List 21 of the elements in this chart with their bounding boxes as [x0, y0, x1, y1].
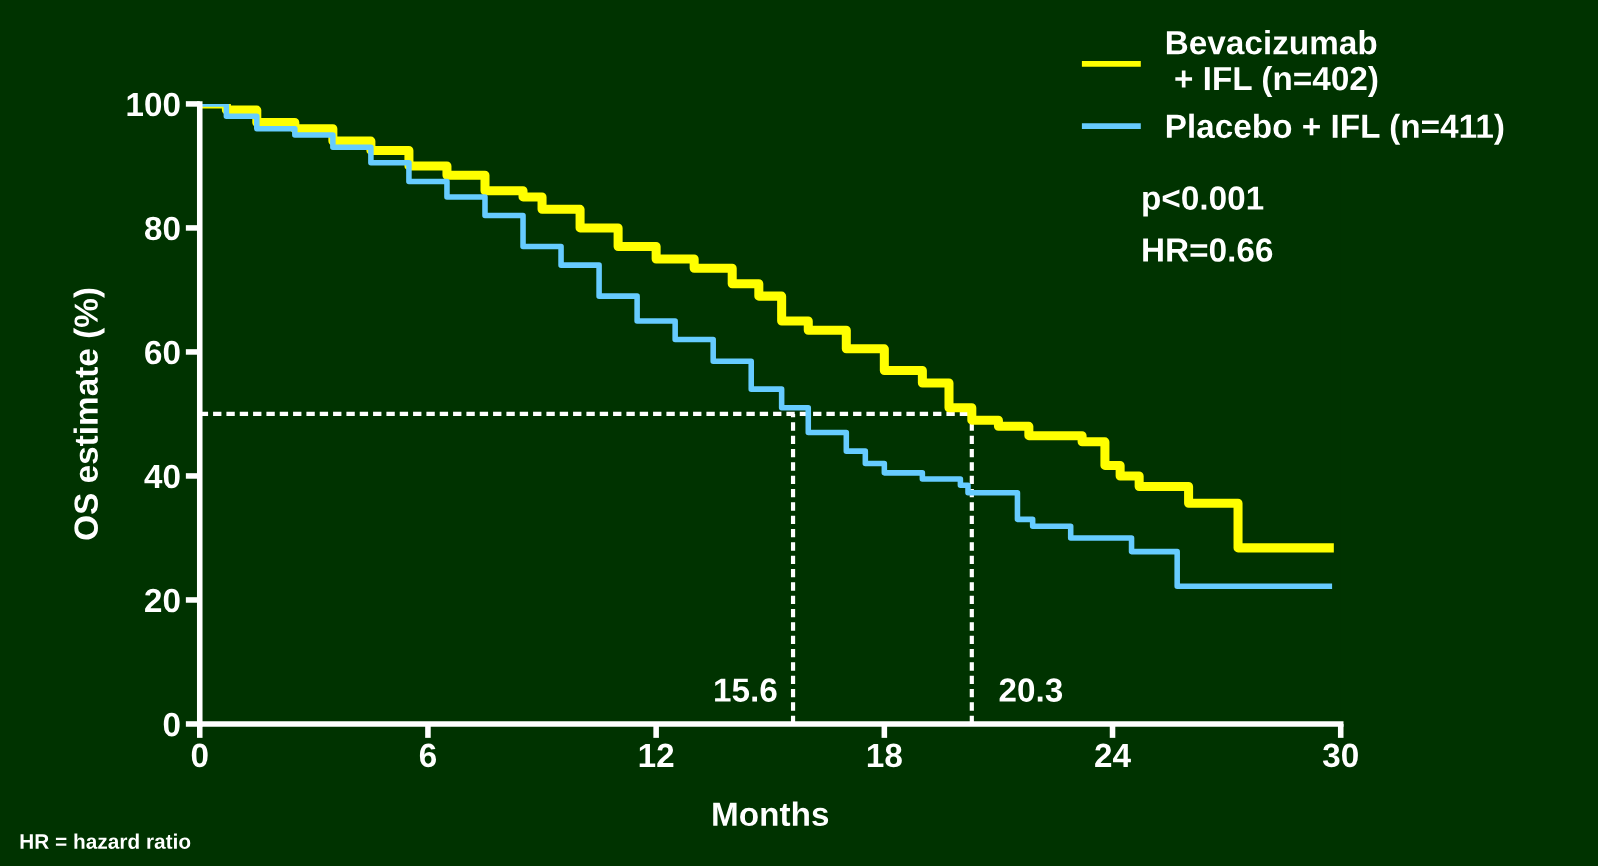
legend-label: Placebo + IFL (n=411)	[1166, 113, 1504, 145]
x-tick-label: 18	[867, 743, 902, 768]
x-axis-title: Months	[713, 801, 829, 827]
annotation: p<0.001	[1143, 186, 1264, 217]
annotation: HR=0.66	[1143, 238, 1273, 262]
y-tick-label: 40	[144, 464, 180, 489]
ref-line-label: 15.6	[715, 678, 777, 702]
ref-line-label: 20.3	[999, 678, 1063, 702]
y-tick-label: 80	[144, 216, 180, 241]
y-tick-label: 0	[163, 712, 180, 737]
y-axis-title: OS estimate (%)	[73, 288, 105, 540]
x-tick-label: 0	[191, 743, 208, 768]
legend-label: Bevacizumab + IFL (n=402)	[1166, 30, 1378, 97]
x-tick-label: 24	[1095, 743, 1131, 767]
x-tick-label: 30	[1322, 743, 1358, 768]
y-tick-label: 100	[127, 92, 180, 117]
x-tick-label: 12	[639, 743, 674, 767]
text: HR = hazard ratio	[20, 833, 191, 849]
y-tick-label: 60	[145, 340, 180, 365]
x-tick-label: 6	[419, 743, 437, 768]
y-tick-label: 20	[145, 588, 180, 613]
